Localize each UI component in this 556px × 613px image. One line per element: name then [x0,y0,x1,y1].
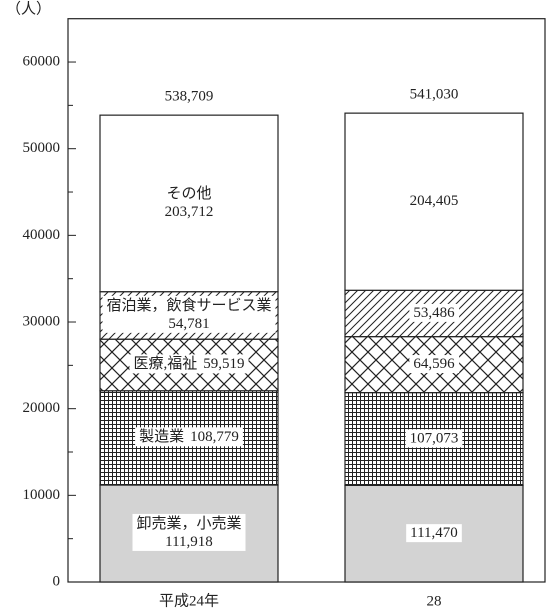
segment-label: 64,596 [409,355,460,374]
label-background [406,524,462,543]
series-name: 宿泊業，飲食サービス業 [106,297,271,314]
total-label: 541,030 [410,87,459,103]
y-tick-label: 10000 [23,487,61,503]
label-background [409,303,460,322]
value-label: 107,073 [410,430,459,446]
series-name: 卸売業，小売業 [136,515,241,532]
label-background [129,354,249,374]
x-tick-label: 平成24年 [159,592,219,609]
value-label: 59,519 [203,356,244,372]
series-label: 医療,福祉 59,519 [133,355,244,372]
value-label: 204,405 [410,193,459,209]
y-tick-label: 50000 [23,140,61,156]
series-name: その他 [166,185,211,202]
y-tick-label: 20000 [23,400,61,416]
segment-label: 医療,福祉 59,519 [129,354,249,374]
label-background [132,513,246,551]
plot-frame [67,18,546,583]
segment-label: その他 203,712 [165,185,214,220]
value-label: 108,779 [190,429,239,445]
y-tick-label: 0 [53,573,61,589]
value-label: 53,486 [413,305,455,321]
label-background [135,427,243,447]
segment-label: 204,405 [410,193,459,209]
value-label: 64,596 [413,356,455,372]
segment-label: 製造業 108,779 [135,427,243,447]
segment-label: 111,470 [406,524,462,543]
y-tick-label: 30000 [23,313,61,329]
series-name: 製造業 [139,428,184,445]
segment-label: 宿泊業，飲食サービス業 54,781 [102,295,276,333]
series-label: 製造業 108,779 [139,428,239,445]
y-tick-label: 40000 [23,227,61,243]
series-name: 医療,福祉 [133,355,197,372]
label-background [102,295,276,333]
value-label: 111,918 [165,534,213,550]
x-tick-label: 28 [427,593,442,609]
value-label: 111,470 [410,525,458,541]
segment-label: 107,073 [405,429,463,448]
label-background [409,355,460,374]
label-background [405,429,463,448]
bar-segment [344,112,524,291]
total-label: 538,709 [165,89,214,105]
value-label: 203,712 [165,204,214,220]
y-axis-label: （人） [6,0,51,17]
value-label: 54,781 [168,316,209,332]
y-tick-label: 60000 [23,53,61,69]
bar-segment [99,114,279,293]
segment-label: 卸売業，小売業 111,918 [132,513,246,551]
segment-label: 53,486 [409,303,460,322]
